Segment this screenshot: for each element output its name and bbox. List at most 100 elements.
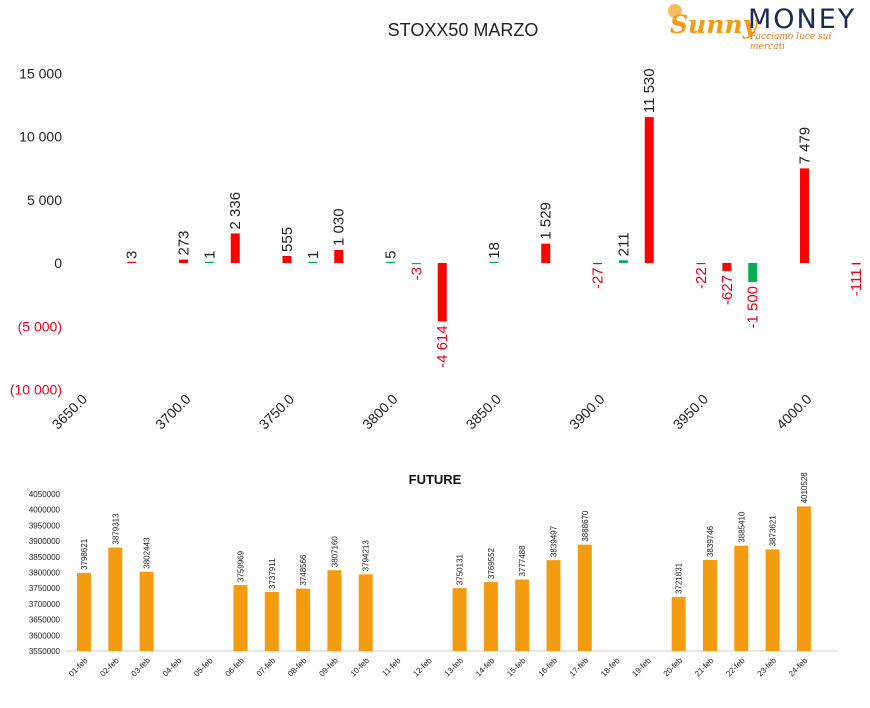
option-bar <box>800 168 809 263</box>
option-bar <box>541 243 551 263</box>
future-bar-label: 3802443 <box>143 537 152 569</box>
option-bar <box>851 263 861 265</box>
bar-data-label: -3 <box>408 267 425 280</box>
logo-tagline: Facciamo luce sui mercati <box>750 32 832 52</box>
option-bar <box>411 263 421 265</box>
future-y-tick-label: 3900000 <box>29 537 61 546</box>
future-x-tick-label: 19-feb <box>630 656 653 679</box>
bar-data-label: 18 <box>486 242 503 259</box>
future-bar-label: 3839497 <box>550 525 559 557</box>
future-x-tick-label: 11-feb <box>380 656 402 678</box>
future-y-tick-label: 3750000 <box>29 584 61 593</box>
future-bar-label: 3794213 <box>362 540 371 572</box>
bar-data-label: -111 <box>848 268 865 296</box>
future-bar <box>703 560 717 651</box>
future-x-tick-label: 15-feb <box>505 656 528 679</box>
bar-data-label: 2 336 <box>227 192 244 230</box>
bar-data-label: 273 <box>176 231 193 256</box>
future-bar-label: 3807160 <box>330 536 339 568</box>
bar-data-label: -22 <box>693 267 710 289</box>
future-bar-chart: 3550000 3600000 3650000 3700000 3750000 38000… <box>29 472 838 679</box>
future-bar-label: 4010528 <box>800 472 809 504</box>
future-bar-label: 3721831 <box>675 562 684 594</box>
future-x-tick-label: 01-feb <box>67 656 90 679</box>
future-x-tick-label: 21-feb <box>693 656 716 679</box>
future-x-tick-label: 05-feb <box>192 656 215 679</box>
bar-data-label: 555 <box>279 227 296 252</box>
x-tick-label: 3850.0 <box>463 391 505 433</box>
future-bar <box>765 549 780 651</box>
future-bar-label: 3777488 <box>518 545 527 577</box>
future-x-tick-label: 10-feb <box>349 656 372 679</box>
option-bar <box>489 261 499 263</box>
future-bar-label: 3839746 <box>706 525 715 557</box>
x-tick-label: 3950.0 <box>670 391 712 433</box>
future-y-tick-label: 4000000 <box>29 506 61 515</box>
bar-data-label: 3 <box>124 251 141 259</box>
option-bar <box>618 260 628 263</box>
future-bar-label: 3750131 <box>456 553 465 585</box>
logo-sunny-text: Sunny <box>670 10 758 39</box>
bar-data-label: 211 <box>615 232 632 256</box>
future-x-tick-label: 16-feb <box>537 656 560 679</box>
bar-data-label: 11 530 <box>641 68 658 113</box>
option-bar <box>127 261 137 263</box>
bar-data-label: 5 <box>383 251 400 259</box>
option-bar <box>696 263 706 265</box>
future-x-tick-label: 02-feb <box>98 656 121 679</box>
future-bar <box>108 547 123 651</box>
future-x-tick-label: 22-feb <box>724 656 747 679</box>
future-bar-label: 3798621 <box>80 538 89 570</box>
x-tick-label: 3750.0 <box>256 391 298 433</box>
future-y-tick-label: 3700000 <box>29 600 61 609</box>
future-bar <box>327 570 342 651</box>
bar-data-label: -27 <box>590 267 607 289</box>
y-tick-label: 5 000 <box>27 192 62 208</box>
future-bar <box>452 588 467 651</box>
future-bar <box>296 588 311 651</box>
future-bar <box>796 506 811 651</box>
bar-data-label: 1 030 <box>331 208 348 246</box>
option-bar <box>282 255 292 263</box>
sunny-money-logo: Sunny MONEY Facciamo luce sui mercati <box>668 4 866 52</box>
future-bar <box>233 585 248 651</box>
y-tick-label: 0 <box>54 255 62 271</box>
future-bar-label: 3748566 <box>299 554 308 586</box>
sun-icon <box>668 4 682 18</box>
option-bar <box>334 249 344 263</box>
future-y-tick-label: 3950000 <box>29 521 61 530</box>
future-bar <box>577 544 592 651</box>
option-bar <box>644 117 654 263</box>
option-bar <box>722 263 732 271</box>
x-tick-label: 4000.0 <box>773 391 815 433</box>
option-bar <box>437 263 447 322</box>
option-bar <box>204 261 214 263</box>
x-tick-label: 3800.0 <box>359 391 401 433</box>
option-bar <box>593 263 602 265</box>
future-x-tick-label: 06-feb <box>224 656 247 679</box>
future-bar <box>77 572 91 651</box>
future-x-tick-label: 23-feb <box>756 656 779 679</box>
future-bar-label: 3759969 <box>237 550 246 582</box>
future-x-tick-label: 17-feb <box>568 656 591 679</box>
future-bar <box>264 591 279 651</box>
future-bar <box>515 579 530 651</box>
future-chart-title: FUTURE <box>409 472 462 487</box>
y-tick-label: (5 000) <box>18 318 62 334</box>
future-x-tick-label: 13-feb <box>443 656 466 679</box>
bar-data-label: 1 <box>305 251 322 259</box>
future-bar-label: 3885410 <box>737 511 746 543</box>
future-y-tick-label: 3650000 <box>29 616 61 625</box>
option-bar <box>179 259 188 263</box>
future-bar <box>671 597 686 651</box>
bar-data-label: 1 <box>201 251 218 259</box>
stoxx50-open-interest-chart: 15 000 10 000 5 000 0 (5 000) (10 000) 3 273 1 2 … <box>10 65 865 433</box>
bar-data-label: -1 500 <box>745 286 762 329</box>
option-bar <box>748 263 758 282</box>
y-tick-label: 10 000 <box>19 129 62 145</box>
future-y-tick-label: 3800000 <box>29 569 61 578</box>
future-x-tick-label: 07-feb <box>255 656 278 679</box>
y-tick-label: 15 000 <box>19 65 62 81</box>
option-bar <box>386 261 395 263</box>
